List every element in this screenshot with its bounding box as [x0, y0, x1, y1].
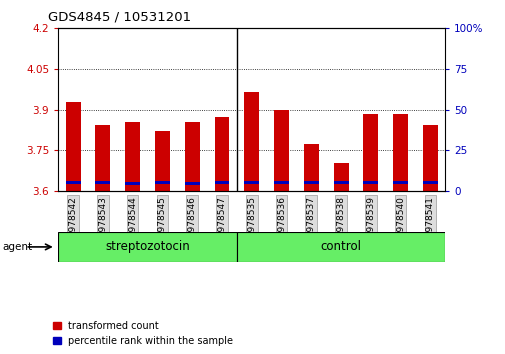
Bar — [392, 114, 407, 191]
Bar — [333, 162, 348, 191]
Bar — [422, 125, 437, 191]
Bar — [58, 232, 236, 262]
Bar — [214, 181, 229, 184]
Text: agent: agent — [3, 242, 33, 252]
Bar — [66, 181, 80, 184]
Bar — [95, 181, 110, 184]
Bar — [274, 181, 288, 184]
Bar — [363, 181, 378, 184]
Bar — [333, 181, 348, 184]
Bar — [303, 144, 318, 191]
Bar — [125, 182, 140, 185]
Bar — [244, 181, 259, 184]
Bar — [66, 102, 80, 191]
Bar — [422, 181, 437, 184]
Bar — [95, 125, 110, 191]
Text: control: control — [320, 240, 361, 253]
Bar — [155, 181, 170, 184]
Bar — [236, 232, 444, 262]
Bar — [125, 122, 140, 191]
Bar — [274, 110, 288, 191]
Bar — [155, 131, 170, 191]
Legend: transformed count, percentile rank within the sample: transformed count, percentile rank withi… — [53, 321, 233, 346]
Text: GDS4845 / 10531201: GDS4845 / 10531201 — [48, 11, 191, 24]
Text: streptozotocin: streptozotocin — [105, 240, 189, 253]
Bar — [303, 181, 318, 184]
Bar — [244, 92, 259, 191]
Bar — [214, 116, 229, 191]
Bar — [184, 122, 199, 191]
Bar — [363, 114, 378, 191]
Bar — [392, 181, 407, 184]
Bar — [184, 182, 199, 185]
